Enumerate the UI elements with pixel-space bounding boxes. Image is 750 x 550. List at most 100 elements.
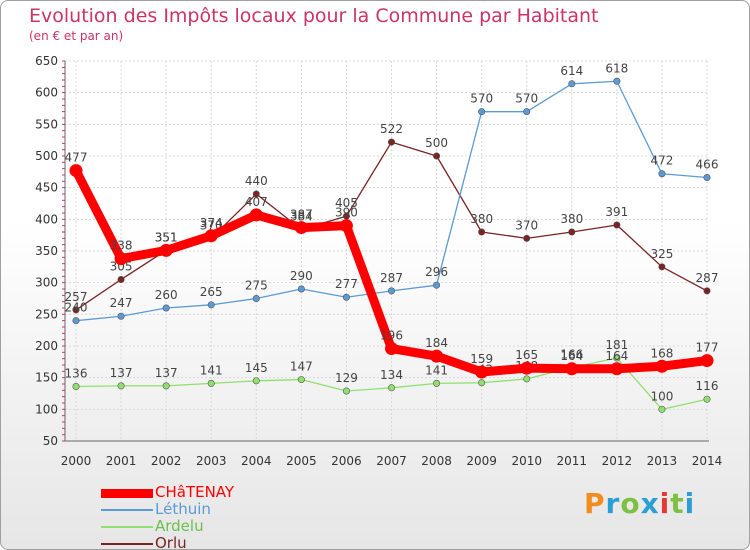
data-label: 136 xyxy=(65,367,88,381)
x-tick-label: 2000 xyxy=(61,454,92,468)
data-label: 287 xyxy=(696,271,719,285)
data-point xyxy=(655,359,669,373)
legend-label: Orlu xyxy=(155,534,187,550)
data-label: 147 xyxy=(290,360,313,374)
data-point xyxy=(475,365,489,379)
data-label: 522 xyxy=(380,122,403,136)
data-label: 257 xyxy=(65,290,88,304)
data-point xyxy=(117,275,125,283)
data-label: 338 xyxy=(110,239,133,253)
data-point xyxy=(523,108,531,116)
data-point xyxy=(520,361,534,375)
data-label: 164 xyxy=(605,349,628,363)
data-point xyxy=(613,354,621,362)
data-label: 240 xyxy=(65,301,88,315)
legend-swatch xyxy=(101,543,153,545)
chart-title: Evolution des Impôts locaux pour la Comm… xyxy=(29,5,599,27)
data-label: 177 xyxy=(696,341,719,355)
data-point xyxy=(613,221,621,229)
y-tick-label: 200 xyxy=(35,339,58,353)
y-tick-label: 50 xyxy=(43,434,58,448)
data-label: 168 xyxy=(650,346,673,360)
data-label: 145 xyxy=(245,361,268,375)
data-label: 141 xyxy=(200,363,223,377)
x-tick-label: 2003 xyxy=(196,454,227,468)
y-tick-label: 550 xyxy=(35,117,58,131)
data-point xyxy=(703,395,711,403)
data-point xyxy=(430,349,444,363)
data-point xyxy=(523,375,531,383)
data-point xyxy=(117,382,125,390)
data-label: 374 xyxy=(200,216,223,230)
data-label: 380 xyxy=(560,212,583,226)
x-tick-label: 2014 xyxy=(692,454,723,468)
data-label: 614 xyxy=(560,64,583,78)
data-point xyxy=(478,379,486,387)
y-tick-label: 150 xyxy=(35,371,58,385)
y-tick-label: 600 xyxy=(35,86,58,100)
legend-label: CHâTENAY xyxy=(155,483,235,501)
data-label: 384 xyxy=(290,209,313,223)
legend-label: Ardelu xyxy=(155,517,204,535)
y-tick-label: 450 xyxy=(35,181,58,195)
data-point xyxy=(387,138,395,146)
x-tick-label: 2009 xyxy=(466,454,497,468)
data-point xyxy=(297,285,305,293)
data-label: 247 xyxy=(110,296,133,310)
y-tick-label: 300 xyxy=(35,276,58,290)
data-point xyxy=(252,190,260,198)
data-point xyxy=(433,379,441,387)
data-label: 351 xyxy=(155,230,178,244)
data-point xyxy=(565,362,579,376)
data-point xyxy=(72,306,80,314)
data-label: 500 xyxy=(425,136,448,150)
data-label: 275 xyxy=(245,279,268,293)
data-point xyxy=(342,387,350,395)
proxiti-logo: Proxiti xyxy=(584,487,696,520)
data-point xyxy=(339,219,353,233)
data-point xyxy=(69,164,83,178)
data-label: 466 xyxy=(696,158,719,172)
data-label: 164 xyxy=(560,349,583,363)
data-label: 305 xyxy=(110,260,133,274)
data-label: 405 xyxy=(335,196,358,210)
data-point xyxy=(658,263,666,271)
data-label: 137 xyxy=(110,366,133,380)
data-label: 260 xyxy=(155,288,178,302)
data-point xyxy=(114,252,128,266)
data-label: 296 xyxy=(425,265,448,279)
legend-label: Léthuin xyxy=(155,500,211,518)
legend-swatch xyxy=(101,509,153,511)
data-point xyxy=(385,342,398,356)
data-point xyxy=(433,152,441,160)
data-label: 570 xyxy=(515,92,538,106)
data-point xyxy=(433,281,441,289)
data-label: 618 xyxy=(605,61,628,75)
data-label: 380 xyxy=(470,212,493,226)
data-label: 137 xyxy=(155,366,178,380)
data-point xyxy=(568,228,576,236)
data-label: 196 xyxy=(380,329,403,343)
x-tick-label: 2010 xyxy=(511,454,542,468)
y-tick-label: 500 xyxy=(35,149,58,163)
x-tick-label: 2004 xyxy=(241,454,272,468)
data-point xyxy=(387,287,395,295)
data-point xyxy=(297,376,305,384)
data-point xyxy=(252,294,260,302)
data-point xyxy=(72,383,80,391)
data-point xyxy=(159,243,173,257)
data-point xyxy=(162,382,170,390)
legend-swatch xyxy=(101,526,153,528)
data-label: 370 xyxy=(515,218,538,232)
data-label: 287 xyxy=(380,271,403,285)
data-label: 134 xyxy=(380,368,403,382)
data-point xyxy=(294,221,308,235)
data-label: 290 xyxy=(290,269,313,283)
chart-subtitle: (en € et par an) xyxy=(29,29,124,43)
data-point xyxy=(613,77,621,85)
data-label: 159 xyxy=(470,352,493,366)
data-point xyxy=(478,108,486,116)
x-tick-label: 2002 xyxy=(151,454,182,468)
